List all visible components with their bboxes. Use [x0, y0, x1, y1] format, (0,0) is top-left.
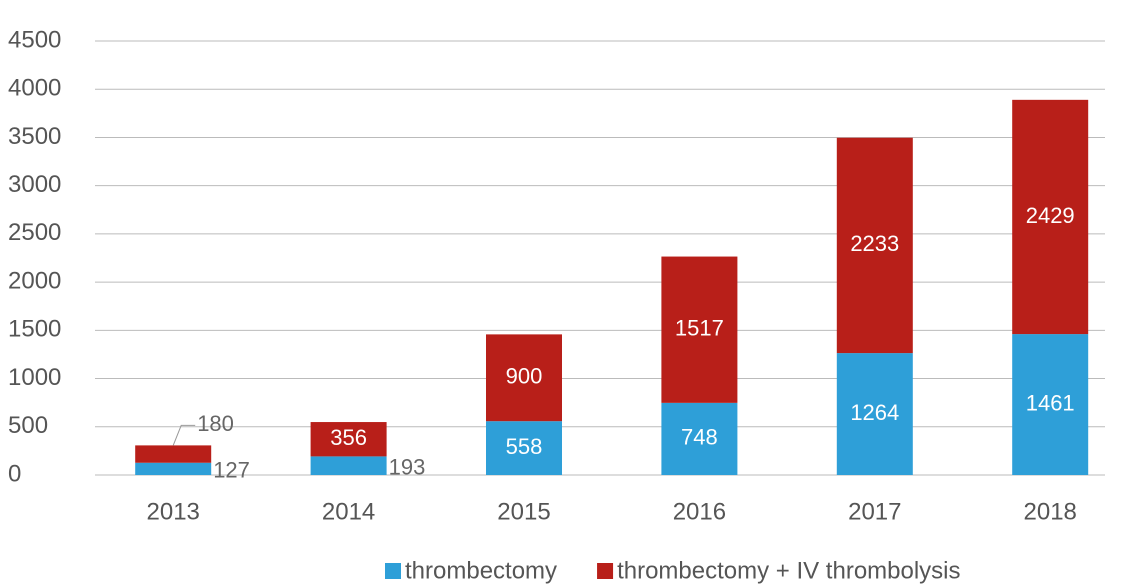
x-tick-label: 2016 — [673, 498, 726, 525]
bar-segment — [310, 422, 387, 457]
x-tick-label: 2017 — [848, 498, 901, 525]
bar-segment — [486, 421, 562, 475]
data-label: 193 — [389, 455, 426, 480]
data-label: 127 — [213, 458, 250, 483]
bar-segment — [135, 445, 212, 463]
y-tick-label: 2000 — [8, 267, 61, 294]
leader-line — [172, 424, 196, 446]
data-label: 1517 — [675, 316, 724, 341]
y-tick-label: 2500 — [8, 219, 61, 246]
bar-segment — [1012, 99, 1089, 335]
bar-segment — [135, 462, 212, 475]
bar-segment — [661, 402, 738, 475]
bar-segment — [836, 137, 913, 354]
data-label: 356 — [330, 425, 367, 450]
y-tick-label: 3500 — [8, 123, 61, 150]
y-tick-label: 0 — [8, 460, 21, 487]
data-label: 748 — [681, 425, 718, 450]
y-tick-label: 500 — [8, 412, 48, 439]
y-tick-label: 4500 — [8, 26, 61, 53]
bar-segment — [836, 353, 913, 475]
bar-segment — [1012, 334, 1089, 475]
legend-swatch — [385, 563, 401, 579]
bar-segment — [486, 334, 562, 422]
bar-segment — [310, 456, 387, 475]
y-tick-label: 1500 — [8, 316, 61, 343]
data-label: 2233 — [850, 231, 899, 256]
y-tick-label: 1000 — [8, 364, 61, 391]
x-tick-label: 2013 — [147, 498, 200, 525]
data-label: 558 — [506, 434, 543, 459]
legend-label: thrombectomy + IV thrombolysis — [617, 557, 960, 584]
y-tick-label: 3000 — [8, 171, 61, 198]
data-label: 1461 — [1026, 390, 1075, 415]
data-label: 900 — [506, 364, 543, 389]
bar-segment — [661, 256, 738, 403]
data-label: 180 — [197, 411, 234, 436]
legend-swatch — [597, 563, 614, 579]
x-tick-label: 2018 — [1024, 498, 1077, 525]
legend-label: thrombectomy — [405, 557, 557, 584]
x-tick-label: 2015 — [497, 498, 550, 525]
y-tick-label: 4000 — [8, 75, 61, 102]
data-label: 1264 — [850, 400, 899, 425]
data-label: 2429 — [1026, 203, 1075, 228]
x-tick-label: 2014 — [322, 498, 375, 525]
